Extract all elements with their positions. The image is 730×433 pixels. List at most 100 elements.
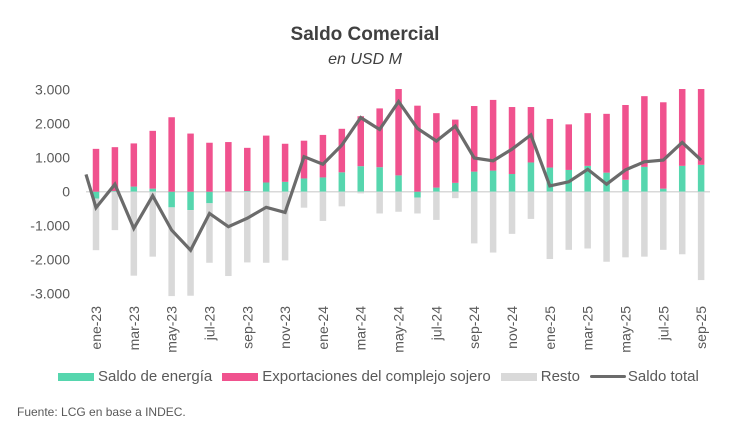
bar-saldo-energia	[433, 187, 440, 192]
bar-resto	[641, 191, 648, 257]
x-tick-label: may-25	[617, 306, 633, 353]
bar-resto	[262, 191, 270, 263]
legend: Saldo de energía Exportaciones del compl…	[58, 368, 709, 385]
bar-resto	[508, 191, 516, 234]
y-tick-label: 2.000	[35, 116, 70, 132]
bar-exportaciones-sojero	[395, 89, 402, 176]
bar-resto	[225, 191, 232, 277]
bar-exportaciones-sojero	[187, 133, 194, 192]
bar-saldo-energia	[641, 166, 648, 192]
y-tick-label: 0	[62, 184, 70, 200]
bar-resto	[584, 191, 591, 249]
x-tick-label: ene-23	[88, 306, 104, 350]
legend-swatch-saldo-total	[589, 375, 626, 378]
bar-exportaciones-sojero	[470, 106, 478, 172]
bar-resto	[678, 191, 686, 255]
legend-swatch-energia	[58, 372, 94, 381]
legend-swatch-sojero	[222, 372, 259, 381]
bar-resto	[697, 191, 705, 281]
bar-exportaciones-sojero	[130, 143, 138, 187]
bar-saldo-energia	[584, 165, 591, 192]
legend-item-resto[interactable]: Resto	[500, 368, 580, 385]
bar-exportaciones-sojero	[641, 96, 648, 167]
bar-saldo-energia	[300, 178, 308, 192]
bar-exportaciones-sojero	[660, 102, 667, 189]
bar-exportaciones-sojero	[357, 116, 364, 167]
bar-saldo-energia	[281, 181, 289, 192]
x-tick-label: mar-23	[126, 306, 142, 351]
bar-exportaciones-sojero	[489, 99, 497, 171]
bar-resto	[546, 191, 554, 260]
bar-saldo-energia	[622, 179, 629, 192]
bar-exportaciones-sojero	[262, 135, 270, 183]
legend-item-energia[interactable]: Saldo de energía	[58, 368, 212, 385]
bar-exportaciones-sojero	[584, 113, 591, 166]
y-tick-label: 1.000	[35, 150, 70, 166]
x-tick-label: may-23	[164, 306, 180, 353]
bar-saldo-energia	[470, 171, 478, 192]
legend-item-sojero[interactable]: Exportaciones del complejo sojero	[222, 368, 491, 385]
bar-resto	[149, 191, 156, 257]
x-tick-label: jul-24	[428, 306, 444, 341]
bar-saldo-energia	[92, 191, 100, 199]
bar-exportaciones-sojero	[433, 113, 440, 188]
bar-resto	[470, 191, 478, 244]
bar-resto	[527, 191, 535, 219]
bar-resto	[300, 191, 308, 208]
bar-saldo-energia	[452, 182, 459, 192]
bar-exportaciones-sojero	[414, 105, 421, 192]
bar-saldo-energia	[357, 166, 364, 192]
bar-resto	[395, 191, 402, 212]
x-tick-label: mar-24	[353, 306, 369, 351]
bar-saldo-energia	[149, 188, 156, 192]
bar-exportaciones-sojero	[149, 130, 156, 189]
legend-label-resto: Resto	[540, 368, 580, 385]
x-tick-label: may-24	[391, 306, 407, 353]
bar-saldo-energia	[319, 177, 327, 192]
legend-item-saldo-total[interactable]: Saldo total	[589, 368, 699, 385]
legend-swatch-resto	[500, 372, 537, 381]
bar-resto	[489, 191, 497, 253]
bar-saldo-energia	[414, 191, 421, 198]
saldo-total-line	[84, 98, 703, 253]
bar-saldo-energia	[678, 165, 686, 192]
bar-resto	[244, 191, 251, 263]
bar-exportaciones-sojero	[281, 143, 289, 182]
bar-resto	[187, 210, 194, 296]
bar-resto	[433, 191, 440, 220]
chart-title: Saldo Comercial	[290, 24, 440, 45]
bar-exportaciones-sojero	[206, 142, 213, 192]
bar-exportaciones-sojero	[168, 117, 175, 192]
x-tick-label: sep-25	[693, 306, 709, 349]
bar-exportaciones-sojero	[92, 148, 100, 192]
bar-saldo-energia	[489, 170, 497, 192]
bar-saldo-energia	[546, 167, 554, 192]
bar-saldo-energia	[187, 191, 194, 211]
bar-saldo-energia	[376, 167, 383, 192]
bar-resto	[319, 191, 327, 221]
bar-resto	[622, 191, 629, 258]
y-tick-label: -1.000	[30, 218, 70, 234]
legend-label-sojero: Exportaciones del complejo sojero	[262, 368, 491, 385]
bar-resto	[603, 191, 610, 262]
bar-saldo-energia	[527, 162, 535, 192]
bar-resto	[376, 191, 383, 214]
bar-resto	[130, 191, 138, 276]
x-tick-label: jul-23	[201, 306, 217, 341]
bar-saldo-energia	[130, 186, 138, 192]
legend-label-energia: Saldo de energía	[98, 368, 213, 385]
bars	[92, 89, 705, 297]
bar-resto	[338, 191, 346, 207]
bar-saldo-energia	[338, 172, 346, 192]
x-tick-label: ene-25	[542, 306, 558, 350]
bar-saldo-energia	[660, 188, 667, 192]
bar-exportaciones-sojero	[225, 142, 232, 192]
source-note: Fuente: LCG en base a INDEC.	[17, 405, 186, 419]
bar-resto	[281, 191, 289, 261]
bar-exportaciones-sojero	[244, 147, 251, 192]
bar-saldo-energia	[206, 191, 213, 204]
bar-exportaciones-sojero	[622, 105, 629, 180]
bar-resto	[565, 191, 572, 250]
bar-exportaciones-sojero	[546, 118, 554, 168]
chart-subtitle: en USD M	[328, 51, 402, 68]
